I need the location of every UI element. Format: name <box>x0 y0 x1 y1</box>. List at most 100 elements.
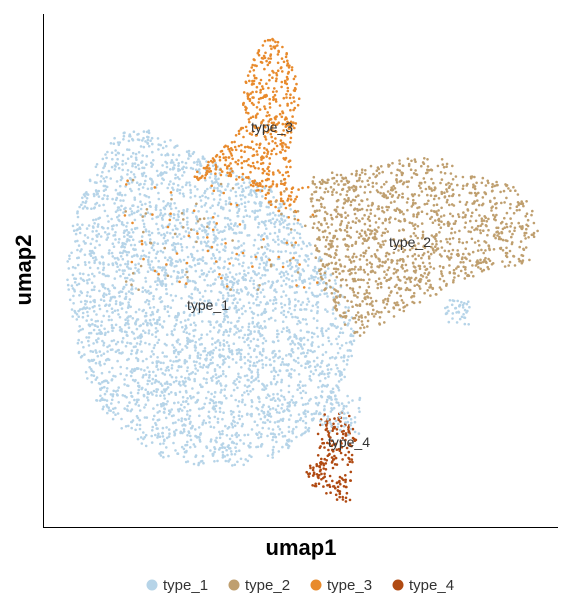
data-point-type_1 <box>66 283 70 287</box>
data-point-type_1 <box>247 367 251 371</box>
data-point-type_1 <box>91 237 94 241</box>
data-point-type_2 <box>443 249 447 253</box>
data-point-type_1 <box>214 373 218 376</box>
data-point-type_1 <box>294 315 297 319</box>
data-point-type_2 <box>454 219 458 223</box>
data-point-type_1 <box>107 358 111 362</box>
data-point-type_2 <box>500 201 503 205</box>
data-point-type_3 <box>285 96 288 99</box>
data-point-type_1 <box>197 461 201 465</box>
data-point-type_1 <box>216 182 220 185</box>
data-point-type_2 <box>479 267 483 271</box>
data-point-type_1 <box>118 191 122 195</box>
data-point-type_1 <box>304 391 308 395</box>
data-point-type_1 <box>145 416 149 419</box>
data-point-type_2 <box>495 213 498 217</box>
data-point-type_1 <box>120 417 123 421</box>
data-point-type_1 <box>152 370 155 374</box>
data-point-type_1 <box>192 321 196 325</box>
data-point-type_1 <box>268 394 271 398</box>
data-point-type_2 <box>348 258 352 262</box>
data-point-type_1 <box>214 346 218 350</box>
data-point-type_1 <box>299 273 302 277</box>
data-point-type_1 <box>272 263 276 267</box>
data-point-type_2 <box>457 215 461 219</box>
data-point-type_1 <box>209 440 213 443</box>
data-point-type_1 <box>209 351 212 354</box>
data-point-type_1 <box>293 343 297 346</box>
data-point-type_1 <box>135 423 139 427</box>
data-point-type_1 <box>94 218 98 221</box>
data-point-type_1 <box>91 350 95 354</box>
data-point-type_1 <box>198 438 202 442</box>
data-point-type_2 <box>507 187 510 190</box>
data-point-type_2 <box>336 268 340 271</box>
data-point-type_2 <box>414 276 418 280</box>
data-point-type_2 <box>500 231 504 235</box>
data-point-type_2 <box>501 249 505 252</box>
data-point-type_1 <box>232 288 235 292</box>
data-point-type_3 <box>268 97 272 101</box>
data-point-type_1 <box>159 367 163 371</box>
data-point-type_3 <box>255 143 258 146</box>
data-point-type_1 <box>217 298 220 302</box>
data-point-type_2 <box>424 187 428 191</box>
data-point-type_2 <box>347 255 350 259</box>
data-point-type_1 <box>88 366 91 369</box>
data-point-type_1 <box>277 425 280 428</box>
data-point-type_1 <box>277 339 280 343</box>
data-point-type_1 <box>130 426 133 430</box>
data-point-type_1 <box>180 419 183 423</box>
data-point-type_1 <box>162 206 166 210</box>
data-point-type_1 <box>173 248 177 251</box>
data-point-type_1 <box>199 298 202 301</box>
data-point-type_1 <box>233 453 237 456</box>
data-point-type_2 <box>355 217 358 220</box>
data-point-type_1 <box>176 275 179 278</box>
data-point-type_3 <box>285 64 289 67</box>
data-point-type_1 <box>262 222 266 225</box>
data-point-type_1 <box>198 291 202 295</box>
data-point-type_1 <box>145 154 149 158</box>
data-point-type_2 <box>347 198 350 202</box>
data-point-type_2 <box>350 267 354 271</box>
data-point-type_1 <box>134 323 137 326</box>
data-point-type_1 <box>310 335 314 339</box>
data-point-type_2 <box>410 205 414 208</box>
data-point-type_2 <box>374 254 378 258</box>
data-point-type_1 <box>239 439 242 442</box>
data-point-type_1 <box>126 233 129 237</box>
data-point-type_3 <box>270 152 273 156</box>
data-point-type_1 <box>142 136 145 140</box>
data-point-type_2 <box>480 181 484 185</box>
data-point-type_1 <box>171 299 175 302</box>
data-point-type_1 <box>167 314 171 318</box>
data-point-type_1 <box>205 357 208 360</box>
data-point-type_1 <box>136 437 140 441</box>
data-point-type_1 <box>310 412 314 416</box>
data-point-type_2 <box>366 295 369 298</box>
data-point-type_1 <box>343 321 346 324</box>
data-point-type_2 <box>358 334 362 337</box>
data-point-type_1 <box>94 361 98 365</box>
data-point-type_1 <box>181 395 185 399</box>
data-point-type_1 <box>280 407 283 410</box>
data-point-type_1 <box>274 399 277 403</box>
data-point-type_1 <box>155 390 158 394</box>
data-point-type_1 <box>287 384 291 388</box>
data-point-type_1 <box>207 226 211 230</box>
data-point-type_1 <box>131 204 134 207</box>
data-point-type_2 <box>442 266 445 270</box>
data-point-type_2 <box>447 249 451 253</box>
data-point-type_1 <box>306 297 310 301</box>
data-point-type_1 <box>327 339 331 343</box>
data-point-type_1 <box>314 402 318 405</box>
data-point-type_2 <box>525 227 528 231</box>
data-point-type_1 <box>230 453 233 456</box>
data-point-type_3 <box>268 162 272 165</box>
data-point-type_1 <box>214 239 217 242</box>
data-point-type_1 <box>224 357 227 361</box>
data-point-type_3 <box>280 115 284 119</box>
data-point-type_1 <box>117 166 121 170</box>
data-point-type_1 <box>289 354 293 358</box>
